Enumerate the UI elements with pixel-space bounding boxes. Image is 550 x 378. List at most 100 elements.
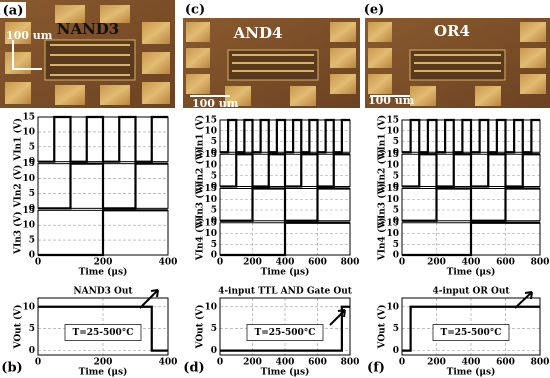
signal-line xyxy=(402,187,540,222)
micrograph xyxy=(365,18,550,108)
annotation-box xyxy=(64,324,142,341)
x-axis-label: Time (μs) xyxy=(79,367,128,378)
signal-line xyxy=(402,305,540,352)
y-tick-label: 0 xyxy=(29,204,35,214)
y-axis-label: VIn4 (V) xyxy=(377,218,388,262)
y-axis-label: VIn3 (V) xyxy=(13,211,24,255)
signal-line xyxy=(38,162,168,210)
scale-label: 100 um xyxy=(192,97,239,110)
y-tick-label: 0 xyxy=(393,182,399,192)
arrow xyxy=(139,289,159,309)
y-axis-label: VOut (V) xyxy=(13,305,24,350)
x-tick-label: 600 xyxy=(308,258,327,268)
x-tick-label: 200 xyxy=(243,358,262,368)
y-tick-label: 0 xyxy=(211,182,217,192)
y-tick-label: 15 xyxy=(386,184,399,194)
signal-line xyxy=(402,153,540,188)
y-tick-label: 10 xyxy=(204,229,217,239)
x-tick-label: 400 xyxy=(159,258,178,268)
image-title: OR4 xyxy=(434,22,470,40)
y-tick-label: 0 xyxy=(393,346,399,356)
x-tick-label: 400 xyxy=(276,258,295,268)
y-tick-label: 5 xyxy=(29,189,35,199)
y-tick-label: 5 xyxy=(29,142,35,152)
annotation: T=25-500°C xyxy=(255,328,316,338)
annotation-box xyxy=(246,324,324,341)
y-tick-label: 15 xyxy=(204,184,217,194)
plot-frame xyxy=(219,297,351,356)
y-tick-label: 0 xyxy=(211,148,217,158)
signal-line xyxy=(220,187,350,222)
y-axis-label: VIn1 (V) xyxy=(13,118,24,162)
x-tick-label: 400 xyxy=(276,358,295,368)
panel-label: (f) xyxy=(367,361,385,376)
y-tick-label: 5 xyxy=(29,236,35,246)
y-tick-label: 15 xyxy=(386,150,399,160)
y-tick-label: 10 xyxy=(22,127,35,137)
y-tick-label: 10 xyxy=(386,229,399,239)
y-axis-label: VIn2 (V) xyxy=(13,165,24,209)
x-tick-label: 600 xyxy=(496,358,515,368)
y-tick-label: 10 xyxy=(204,126,217,136)
y-tick-label: 0 xyxy=(29,157,35,167)
x-tick-label: 0 xyxy=(399,258,405,268)
panel-label: (a) xyxy=(3,4,24,19)
y-axis-label: VIn3 (V) xyxy=(377,183,388,227)
scale-label: 100 um xyxy=(368,94,415,107)
y-tick-label: 0 xyxy=(211,346,217,356)
panel-label: (b) xyxy=(1,361,22,376)
micrograph xyxy=(183,18,360,108)
annotation: T=25-500°C xyxy=(441,328,502,338)
signal-line xyxy=(220,153,350,188)
x-tick-label: 400 xyxy=(462,258,481,268)
x-tick-label: 400 xyxy=(462,358,481,368)
x-tick-label: 800 xyxy=(531,258,550,268)
y-tick-label: 15 xyxy=(386,116,399,126)
y-tick-label: 15 xyxy=(22,206,35,216)
y-tick-label: 5 xyxy=(211,206,217,216)
y-axis-label: VIn1 (V) xyxy=(377,115,388,159)
x-axis-label: Time (μs) xyxy=(261,367,310,378)
y-tick-label: 15 xyxy=(204,150,217,160)
plot-frame xyxy=(37,297,169,356)
y-tick-label: 5 xyxy=(393,137,399,147)
x-tick-label: 800 xyxy=(341,258,360,268)
y-tick-label: 10 xyxy=(22,302,35,312)
x-tick-label: 200 xyxy=(243,258,262,268)
plot-title: 4-input OR Out xyxy=(432,287,510,297)
x-tick-label: 200 xyxy=(427,258,446,268)
plot-frame xyxy=(401,153,541,187)
y-tick-label: 0 xyxy=(393,216,399,226)
x-tick-label: 200 xyxy=(427,358,446,368)
y-tick-label: 15 xyxy=(204,218,217,228)
signal-line xyxy=(402,221,540,257)
y-tick-label: 15 xyxy=(386,218,399,228)
plot-frame xyxy=(401,188,541,222)
y-tick-label: 5 xyxy=(211,324,217,334)
x-tick-label: 800 xyxy=(531,358,550,368)
y-axis-label: VOut (V) xyxy=(377,305,388,350)
x-tick-label: 600 xyxy=(496,258,515,268)
x-axis-label: Time (μs) xyxy=(447,367,496,378)
y-axis-label: VIn2 (V) xyxy=(195,149,206,193)
x-tick-label: 0 xyxy=(35,358,41,368)
plot-frame xyxy=(37,163,169,209)
image-title: AND4 xyxy=(233,24,283,42)
signal-line xyxy=(402,118,540,154)
x-tick-label: 200 xyxy=(94,358,113,368)
y-axis-label: VIn3 (V) xyxy=(195,183,206,227)
y-tick-label: 15 xyxy=(22,159,35,169)
signal-line xyxy=(38,115,168,163)
y-tick-label: 0 xyxy=(29,251,35,261)
y-tick-label: 5 xyxy=(211,240,217,250)
y-tick-label: 15 xyxy=(204,116,217,126)
plot-title: 4-input TTL AND Gate Out xyxy=(218,287,353,297)
y-tick-label: 10 xyxy=(204,302,217,312)
x-tick-label: 0 xyxy=(217,258,223,268)
y-tick-label: 5 xyxy=(393,206,399,216)
plot-frame xyxy=(37,209,169,256)
x-tick-label: 0 xyxy=(35,258,41,268)
y-axis-label: VIn2 (V) xyxy=(377,149,388,193)
micrograph xyxy=(0,0,175,108)
y-tick-label: 10 xyxy=(22,221,35,231)
